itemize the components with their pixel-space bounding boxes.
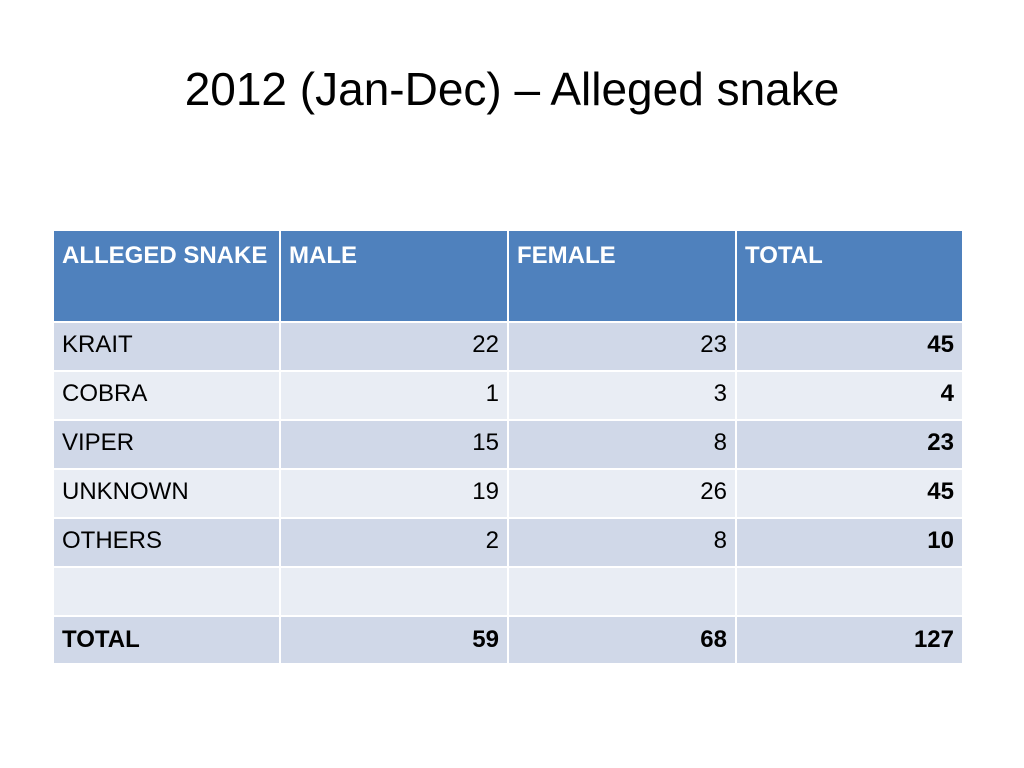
value-cell: 15 xyxy=(281,421,507,468)
empty-cell xyxy=(281,568,507,615)
table-row: VIPER 15 8 23 xyxy=(54,421,962,468)
header-row: ALLEGED SNAKE MALE FEMALE TOTAL xyxy=(54,231,962,321)
row-label: COBRA xyxy=(54,372,279,419)
table-row: UNKNOWN 19 26 45 xyxy=(54,470,962,517)
value-cell: 3 xyxy=(509,372,735,419)
value-cell: 26 xyxy=(509,470,735,517)
header-cell: MALE xyxy=(281,231,507,321)
value-cell: 19 xyxy=(281,470,507,517)
value-cell: 45 xyxy=(737,323,962,370)
header-cell: FEMALE xyxy=(509,231,735,321)
value-cell: 10 xyxy=(737,519,962,566)
row-label: UNKNOWN xyxy=(54,470,279,517)
value-cell: 127 xyxy=(737,617,962,663)
table-row: OTHERS 2 8 10 xyxy=(54,519,962,566)
data-table: ALLEGED SNAKE MALE FEMALE TOTAL KRAIT 22 23 45… xyxy=(52,229,964,665)
value-cell: 8 xyxy=(509,421,735,468)
empty-cell xyxy=(509,568,735,615)
row-label: OTHERS xyxy=(54,519,279,566)
value-cell: 23 xyxy=(737,421,962,468)
value-cell: 2 xyxy=(281,519,507,566)
row-label: TOTAL xyxy=(54,617,279,663)
header-cell: ALLEGED SNAKE xyxy=(54,231,279,321)
value-cell: 23 xyxy=(509,323,735,370)
slide-title: 2012 (Jan-Dec) – Alleged snake xyxy=(184,63,840,115)
row-label: VIPER xyxy=(54,421,279,468)
value-cell: 22 xyxy=(281,323,507,370)
empty-cell xyxy=(54,568,279,615)
table-body: KRAIT 22 23 45 COBRA 1 3 4 VIPER 15 8 23 UNKNOWN 19 26… xyxy=(54,323,962,663)
header-cell: TOTAL xyxy=(737,231,962,321)
table-row: KRAIT 22 23 45 xyxy=(54,323,962,370)
value-cell: 4 xyxy=(737,372,962,419)
value-cell: 1 xyxy=(281,372,507,419)
value-cell: 68 xyxy=(509,617,735,663)
table-row: COBRA 1 3 4 xyxy=(54,372,962,419)
row-label: KRAIT xyxy=(54,323,279,370)
empty-cell xyxy=(737,568,962,615)
value-cell: 59 xyxy=(281,617,507,663)
table-row: TOTAL 59 68 127 xyxy=(54,617,962,663)
value-cell: 8 xyxy=(509,519,735,566)
value-cell: 45 xyxy=(737,470,962,517)
empty-row xyxy=(54,568,962,615)
